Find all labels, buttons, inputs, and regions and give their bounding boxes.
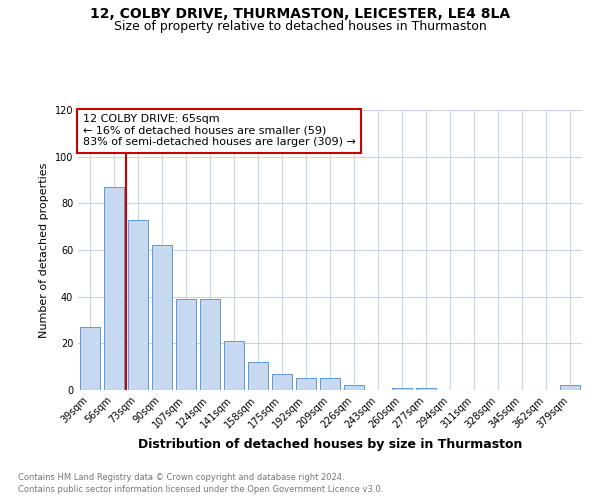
Y-axis label: Number of detached properties: Number of detached properties: [39, 162, 49, 338]
X-axis label: Distribution of detached houses by size in Thurmaston: Distribution of detached houses by size …: [138, 438, 522, 451]
Text: 12 COLBY DRIVE: 65sqm
← 16% of detached houses are smaller (59)
83% of semi-deta: 12 COLBY DRIVE: 65sqm ← 16% of detached …: [83, 114, 356, 148]
Text: Contains HM Land Registry data © Crown copyright and database right 2024.: Contains HM Land Registry data © Crown c…: [18, 472, 344, 482]
Bar: [416, 388, 436, 390]
Bar: [248, 362, 268, 390]
Bar: [344, 386, 364, 390]
Bar: [152, 246, 172, 390]
Text: Contains public sector information licensed under the Open Government Licence v3: Contains public sector information licen…: [18, 485, 383, 494]
Bar: [128, 220, 148, 390]
Bar: [104, 187, 124, 390]
Bar: [224, 341, 244, 390]
Text: 12, COLBY DRIVE, THURMASTON, LEICESTER, LE4 8LA: 12, COLBY DRIVE, THURMASTON, LEICESTER, …: [90, 8, 510, 22]
Bar: [200, 299, 220, 390]
Bar: [80, 327, 100, 390]
Bar: [320, 378, 340, 390]
Bar: [296, 378, 316, 390]
Bar: [392, 388, 412, 390]
Text: Size of property relative to detached houses in Thurmaston: Size of property relative to detached ho…: [113, 20, 487, 33]
Bar: [272, 374, 292, 390]
Bar: [176, 299, 196, 390]
Bar: [560, 386, 580, 390]
